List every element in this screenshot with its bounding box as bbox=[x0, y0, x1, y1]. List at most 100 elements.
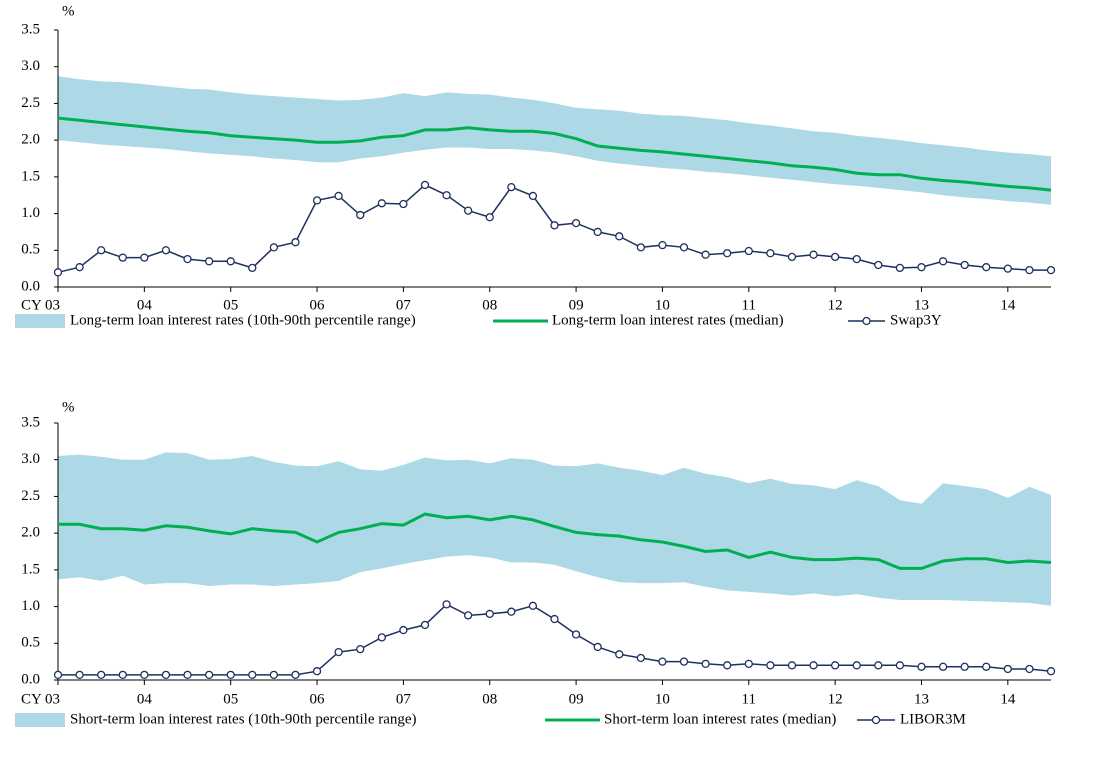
rate-marker bbox=[982, 662, 991, 671]
rate-marker bbox=[744, 659, 753, 668]
rate-marker bbox=[269, 670, 279, 680]
x-tick-label: 04 bbox=[137, 691, 153, 707]
legend-swatch bbox=[15, 314, 65, 328]
y-tick-label: 2.5 bbox=[21, 488, 40, 504]
rate-marker bbox=[204, 257, 214, 266]
unit-label: % bbox=[62, 399, 75, 415]
rate-marker bbox=[787, 661, 797, 670]
legend-label: Long-term loan interest rates (10th-90th… bbox=[70, 312, 416, 328]
median-line bbox=[57, 116, 1052, 192]
legend-swatch bbox=[15, 713, 65, 727]
rate-marker bbox=[636, 653, 645, 663]
rate-marker bbox=[809, 661, 818, 670]
y-tick-label: 2.5 bbox=[21, 95, 40, 111]
x-tick-label: CY 03 bbox=[21, 691, 60, 707]
rate-marker bbox=[917, 263, 926, 272]
legend-label: Swap3Y bbox=[890, 312, 942, 328]
rate-marker bbox=[550, 221, 559, 230]
rate-marker bbox=[874, 260, 883, 270]
rate-marker bbox=[1025, 664, 1034, 674]
rate-marker bbox=[140, 253, 149, 262]
rate-marker bbox=[550, 614, 559, 624]
x-tick-label: 05 bbox=[223, 297, 238, 313]
rate-marker bbox=[1046, 265, 1056, 275]
y-tick-label: 3.0 bbox=[21, 451, 40, 467]
legend-label: Short-term loan interest rates (median) bbox=[604, 711, 836, 727]
rate-marker bbox=[982, 263, 991, 272]
rate-marker bbox=[226, 257, 235, 266]
rate-marker bbox=[334, 647, 343, 657]
rate-marker bbox=[204, 670, 214, 680]
rate-marker bbox=[723, 661, 732, 670]
rate-marker bbox=[679, 657, 689, 666]
rate-marker bbox=[507, 182, 516, 192]
rate-marker bbox=[420, 180, 430, 190]
rate-marker bbox=[701, 250, 710, 259]
rate-marker bbox=[442, 191, 451, 200]
rate-marker bbox=[895, 661, 905, 670]
rate-marker bbox=[420, 620, 430, 630]
legend-marker bbox=[862, 316, 871, 326]
x-tick-label: 07 bbox=[396, 691, 412, 707]
y-tick-label: 2.0 bbox=[21, 525, 40, 541]
x-tick-label: 09 bbox=[569, 297, 584, 313]
rate-marker bbox=[636, 243, 645, 252]
rate-marker bbox=[852, 661, 861, 670]
y-tick-label: 1.0 bbox=[21, 598, 40, 614]
x-tick-label: 04 bbox=[137, 297, 153, 313]
x-tick-label: 14 bbox=[1000, 297, 1016, 313]
legend-marker bbox=[871, 715, 881, 725]
rate-marker bbox=[356, 645, 365, 654]
rate-marker bbox=[334, 191, 343, 201]
legend-label: Long-term loan interest rates (median) bbox=[552, 312, 784, 328]
rate-marker bbox=[183, 254, 192, 264]
rate-marker bbox=[917, 662, 926, 671]
x-tick-label: 12 bbox=[828, 297, 843, 313]
x-tick-label: 11 bbox=[742, 691, 756, 707]
rate-marker bbox=[399, 199, 408, 209]
rate-marker bbox=[97, 246, 106, 255]
rate-marker bbox=[679, 243, 689, 252]
x-tick-label: 11 bbox=[742, 297, 756, 313]
rate-marker bbox=[507, 607, 516, 616]
rate-marker bbox=[874, 661, 883, 670]
rate-marker bbox=[938, 662, 948, 671]
rate-marker bbox=[269, 243, 279, 252]
rate-marker bbox=[312, 667, 322, 676]
rate-marker bbox=[161, 246, 171, 255]
rate-marker bbox=[658, 657, 667, 666]
rate-marker bbox=[766, 661, 775, 670]
x-tick-label: 10 bbox=[655, 297, 670, 313]
x-tick-label: 12 bbox=[828, 691, 843, 707]
rate-marker bbox=[571, 630, 581, 639]
rate-marker bbox=[161, 670, 171, 680]
rate-marker bbox=[615, 232, 624, 241]
rate-marker bbox=[75, 263, 84, 272]
rate-marker bbox=[1003, 664, 1012, 674]
x-tick-label: CY 03 bbox=[21, 297, 60, 313]
x-tick-label: 10 bbox=[655, 691, 670, 707]
rate-marker bbox=[830, 661, 840, 670]
percentile-band bbox=[58, 452, 1051, 606]
x-tick-label: 14 bbox=[1000, 691, 1016, 707]
rate-marker bbox=[485, 609, 494, 619]
y-tick-label: 1.5 bbox=[21, 168, 40, 184]
rate-marker bbox=[53, 670, 63, 680]
rate-marker bbox=[852, 254, 861, 264]
legend-label: LIBOR3M bbox=[900, 711, 966, 727]
x-tick-label: 06 bbox=[310, 691, 326, 707]
rate-marker bbox=[1003, 264, 1012, 273]
rate-marker bbox=[960, 260, 969, 270]
rate-marker bbox=[377, 633, 386, 642]
rate-marker bbox=[118, 670, 127, 680]
x-tick-label: 07 bbox=[396, 297, 412, 313]
rate-marker bbox=[226, 670, 235, 680]
y-tick-label: 0.5 bbox=[21, 242, 40, 258]
rate-marker bbox=[766, 249, 775, 258]
x-tick-label: 13 bbox=[914, 297, 929, 313]
rate-marker bbox=[895, 263, 905, 273]
median-line bbox=[58, 512, 1052, 570]
y-tick-label: 1.0 bbox=[21, 205, 40, 221]
